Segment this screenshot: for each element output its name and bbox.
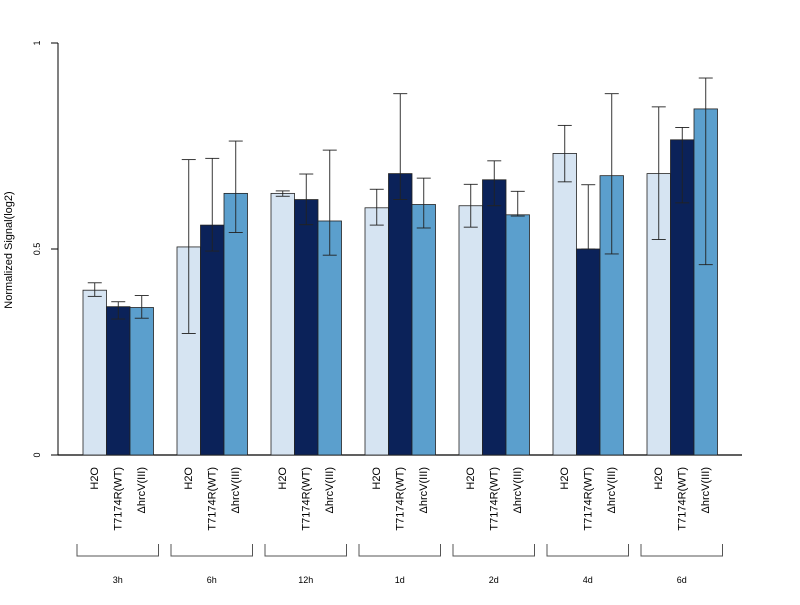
bar [82,289,107,456]
group-label: 1d [395,575,405,585]
x-tick-label: H2O [277,467,289,490]
x-tick-label: ΔhrcV(III) [606,467,618,513]
x-tick-label: ΔhrcV(III) [136,467,148,513]
bar [270,192,295,456]
bar [317,220,342,456]
group-label: 3h [113,575,123,585]
x-tick-label: T7174R(WT) [206,467,218,531]
x-tick-label: H2O [465,467,477,490]
y-tick-label: 0 [32,452,42,457]
group-bracket [546,544,629,557]
x-tick-label: H2O [89,467,101,490]
bar [388,173,413,456]
bar [129,307,154,456]
bar [458,205,483,456]
x-tick-label: ΔhrcV(III) [700,467,712,513]
x-tick-label: ΔhrcV(III) [324,467,336,513]
y-tick-label: 0.5 [32,243,42,256]
y-axis-title: Normalized Signal(log2) [3,191,15,308]
bar [505,214,530,456]
group-bracket [170,544,253,557]
x-tick-label: T7174R(WT) [582,467,594,531]
x-tick-label: T7174R(WT) [112,467,124,531]
group-label: 2d [489,575,499,585]
x-tick-label: ΔhrcV(III) [418,467,430,513]
x-tick-label: H2O [559,467,571,490]
x-tick-label: T7174R(WT) [488,467,500,531]
group-bracket [76,544,159,557]
y-tick-label: 1 [32,40,42,45]
group-bracket [264,544,347,557]
group-label: 4d [583,575,593,585]
bar [552,153,577,456]
x-tick-label: T7174R(WT) [394,467,406,531]
bar [576,248,601,456]
group-label: 6h [207,575,217,585]
x-tick-label: T7174R(WT) [300,467,312,531]
x-tick-label: T7174R(WT) [676,467,688,531]
group-label: 12h [298,575,313,585]
bar [411,204,436,456]
bar [200,224,225,456]
bar [364,207,389,456]
bar [106,306,131,456]
x-tick-label: H2O [183,467,195,490]
group-bracket [452,544,535,557]
group-bracket [640,544,723,557]
group-label: 6d [677,575,687,585]
x-tick-label: ΔhrcV(III) [512,467,524,513]
x-tick-label: ΔhrcV(III) [230,467,242,513]
x-tick-label: H2O [653,467,665,490]
x-tick-label: H2O [371,467,383,490]
bar [294,199,319,456]
group-bracket [358,544,441,557]
bar [482,179,507,456]
